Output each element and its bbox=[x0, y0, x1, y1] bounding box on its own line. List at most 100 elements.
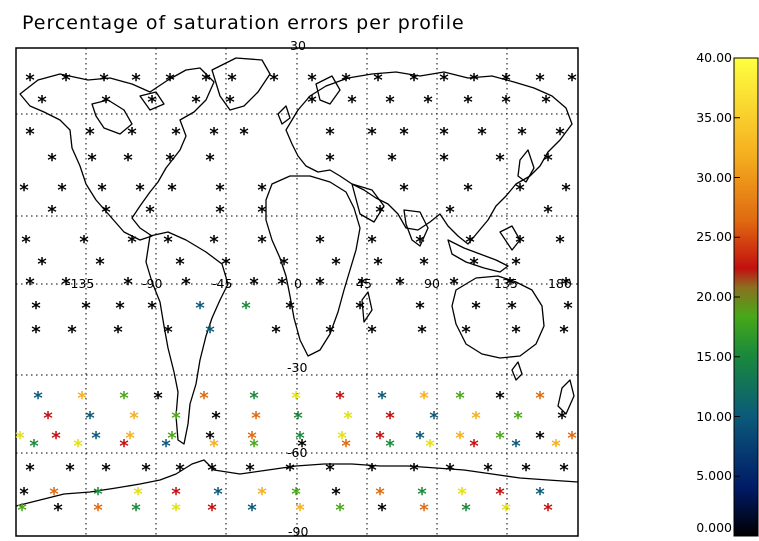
profile-marker: * bbox=[563, 298, 574, 319]
profile-marker: * bbox=[123, 150, 134, 171]
profile-marker: * bbox=[115, 298, 126, 319]
profile-marker: * bbox=[375, 428, 386, 449]
profile-marker: * bbox=[207, 500, 218, 521]
colorbar-ticks bbox=[734, 57, 740, 537]
profile-marker: * bbox=[61, 70, 72, 91]
profile-marker: * bbox=[257, 180, 268, 201]
profile-marker: * bbox=[181, 274, 192, 295]
profile-marker: * bbox=[49, 484, 60, 505]
profile-marker: * bbox=[93, 500, 104, 521]
profile-marker: * bbox=[249, 274, 260, 295]
profile-marker: * bbox=[123, 274, 134, 295]
profile-marker: * bbox=[325, 460, 336, 481]
profile-marker: * bbox=[325, 322, 336, 343]
profile-marker: * bbox=[199, 388, 210, 409]
profile-marker: * bbox=[331, 254, 342, 275]
profile-marker: * bbox=[501, 500, 512, 521]
profile-marker: * bbox=[241, 298, 252, 319]
profile-marker: * bbox=[195, 298, 206, 319]
profile-marker: * bbox=[33, 388, 44, 409]
profile-marker: * bbox=[495, 484, 506, 505]
profile-marker: * bbox=[67, 322, 78, 343]
profile-marker: * bbox=[507, 298, 518, 319]
profile-marker: * bbox=[77, 388, 88, 409]
profile-marker: * bbox=[471, 408, 482, 429]
profile-marker: * bbox=[543, 202, 554, 223]
profile-marker: * bbox=[511, 254, 522, 275]
profile-marker: * bbox=[357, 274, 368, 295]
profile-marker: * bbox=[17, 500, 28, 521]
lon-label-90: 90 bbox=[424, 276, 440, 291]
profile-marker: * bbox=[127, 232, 138, 253]
profile-marker: * bbox=[463, 92, 474, 113]
profile-marker: * bbox=[85, 124, 96, 145]
profile-marker: * bbox=[307, 92, 318, 113]
profile-marker: * bbox=[215, 180, 226, 201]
profile-marker: * bbox=[335, 500, 346, 521]
profile-marker: * bbox=[445, 202, 456, 223]
profile-marker: * bbox=[409, 70, 420, 91]
profile-marker: * bbox=[31, 298, 42, 319]
profile-marker: * bbox=[201, 70, 212, 91]
profile-marker: * bbox=[457, 484, 468, 505]
profile-marker: * bbox=[367, 460, 378, 481]
colorbar-tick-label: 15.00 bbox=[696, 348, 732, 364]
profile-marker: * bbox=[511, 322, 522, 343]
profile-marker: * bbox=[455, 388, 466, 409]
profile-marker: * bbox=[541, 92, 552, 113]
profile-marker: * bbox=[341, 70, 352, 91]
profile-marker: * bbox=[513, 408, 524, 429]
profile-marker: * bbox=[19, 180, 30, 201]
profile-marker: * bbox=[251, 408, 262, 429]
profile-marker: * bbox=[315, 274, 326, 295]
profile-marker: * bbox=[517, 124, 528, 145]
graticule bbox=[16, 48, 578, 536]
profile-marker: * bbox=[343, 408, 354, 429]
colorbar-tick-label: 10.00 bbox=[696, 408, 732, 424]
profile-marker: * bbox=[211, 408, 222, 429]
profile-marker: * bbox=[99, 70, 110, 91]
profile-marker: * bbox=[463, 180, 474, 201]
profile-marker: * bbox=[559, 322, 570, 343]
profile-marker: * bbox=[535, 428, 546, 449]
profile-marker: * bbox=[297, 436, 308, 457]
profile-marker: * bbox=[355, 298, 366, 319]
profile-marker: * bbox=[511, 436, 522, 457]
colorbar-tick-label: 30.00 bbox=[696, 169, 732, 185]
profile-marker: * bbox=[25, 460, 36, 481]
profile-marker: * bbox=[367, 322, 378, 343]
profile-marker: * bbox=[101, 92, 112, 113]
profile-marker: * bbox=[461, 500, 472, 521]
profile-marker: * bbox=[73, 436, 84, 457]
profile-marker: * bbox=[25, 274, 36, 295]
profile-marker: * bbox=[53, 500, 64, 521]
profile-marker: * bbox=[79, 232, 90, 253]
profile-marker: * bbox=[495, 388, 506, 409]
profile-marker: * bbox=[449, 274, 460, 295]
profile-marker: * bbox=[147, 92, 158, 113]
profile-marker: * bbox=[469, 70, 480, 91]
profile-marker: * bbox=[469, 436, 480, 457]
profile-marker: * bbox=[501, 92, 512, 113]
profile-marker: * bbox=[439, 150, 450, 171]
profile-marker: * bbox=[325, 124, 336, 145]
profile-marker: * bbox=[205, 428, 216, 449]
profile-marker: * bbox=[81, 298, 92, 319]
profile-marker: * bbox=[469, 254, 480, 275]
profile-marker: * bbox=[51, 428, 62, 449]
profile-marker: * bbox=[291, 484, 302, 505]
profile-marker: * bbox=[87, 150, 98, 171]
colorbar-tick-label: 5.000 bbox=[696, 468, 732, 484]
profile-marker: * bbox=[561, 180, 572, 201]
profile-marker: * bbox=[375, 202, 386, 223]
profile-marker: * bbox=[221, 254, 232, 275]
profile-marker: * bbox=[439, 124, 450, 145]
profile-marker: * bbox=[37, 254, 48, 275]
profile-marker: * bbox=[47, 150, 58, 171]
profile-marker: * bbox=[247, 500, 258, 521]
lat-label-minus60: -60 bbox=[287, 445, 307, 460]
profile-marker: * bbox=[93, 484, 104, 505]
profile-marker: * bbox=[567, 70, 578, 91]
profile-markers: * * * * * * * * * * * * * * * * ** * * * * * * * * * * ** * * * * * * * * * *… bbox=[15, 70, 578, 521]
profile-marker: * bbox=[119, 436, 130, 457]
